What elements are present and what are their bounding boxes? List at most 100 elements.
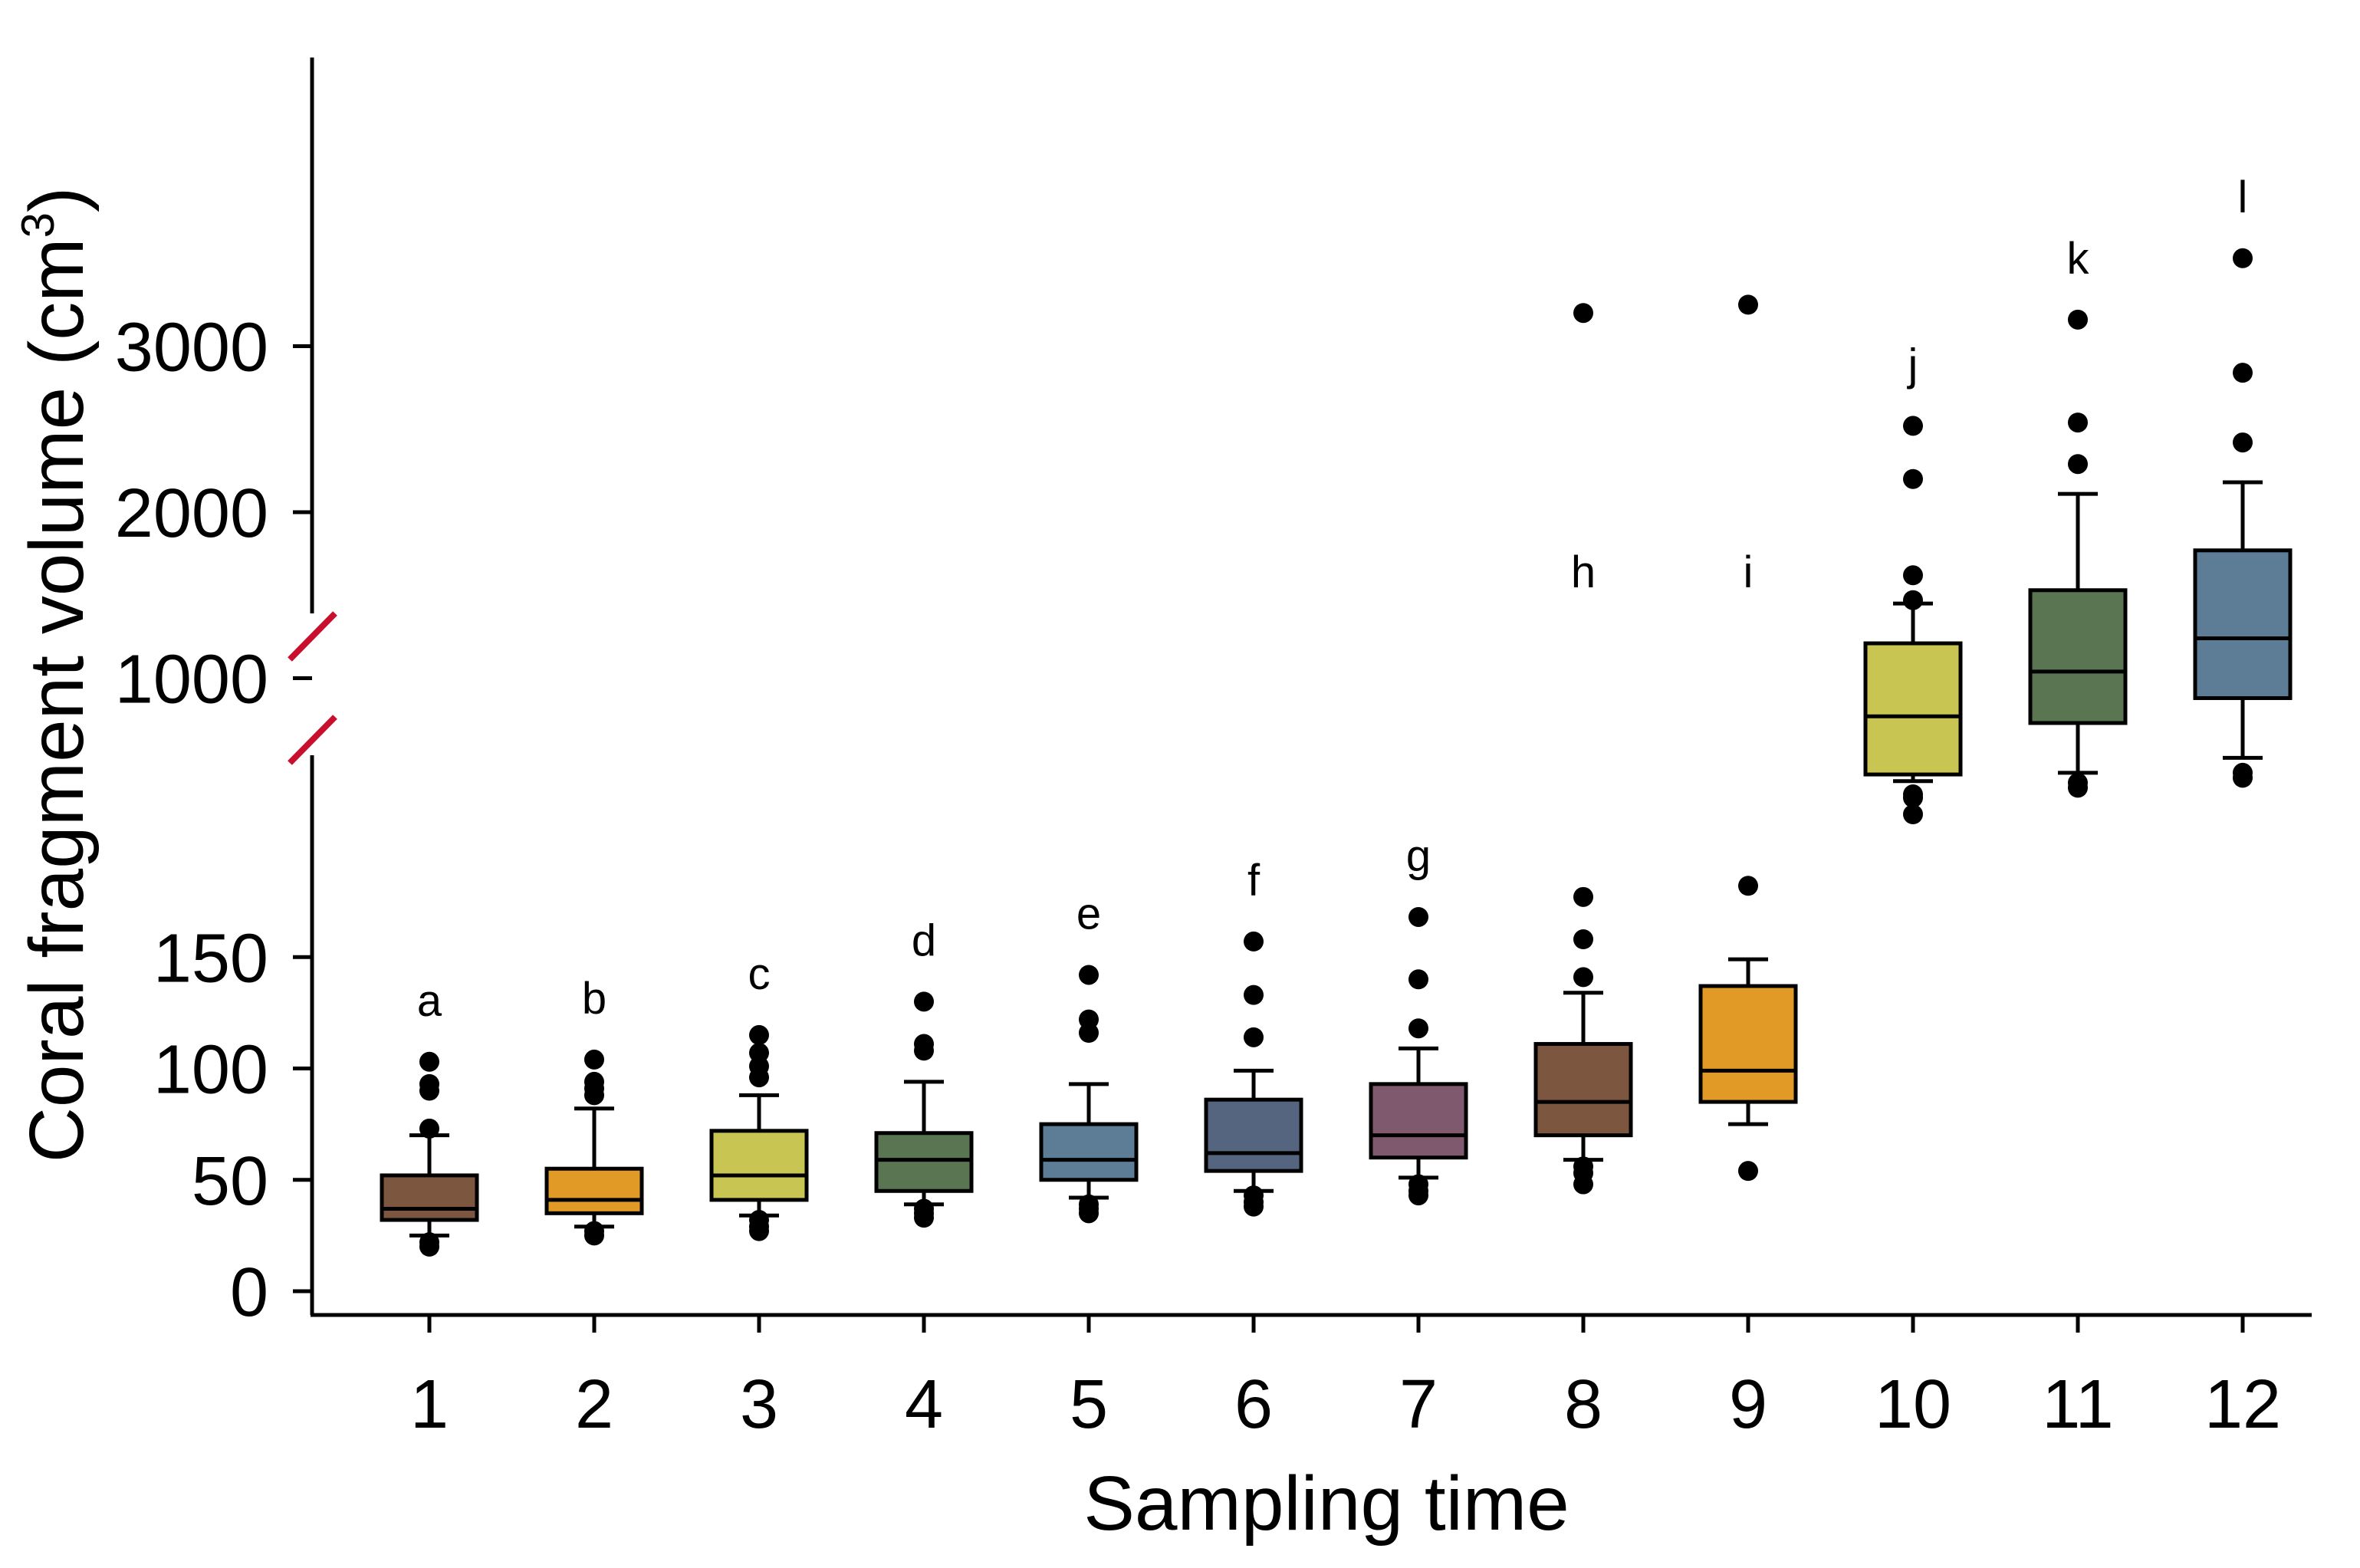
box-iqr bbox=[1533, 1042, 1633, 1138]
axis-break-mark-lower bbox=[288, 715, 337, 765]
x-tick-label: 5 bbox=[1070, 1366, 1108, 1443]
outlier-point bbox=[2233, 363, 2253, 383]
box-group-8: h bbox=[1533, 303, 1633, 1195]
y-tick-label: 100 bbox=[153, 1032, 268, 1109]
outlier-point bbox=[1408, 1018, 1428, 1039]
x-tick-label: 11 bbox=[2042, 1366, 2113, 1443]
outlier-point bbox=[1244, 1185, 1264, 1206]
outlier-point bbox=[749, 1210, 769, 1231]
outlier-point bbox=[1903, 784, 1923, 805]
outlier-point bbox=[1573, 1156, 1593, 1177]
outlier-point bbox=[914, 1198, 934, 1219]
box-group-11: k bbox=[2028, 234, 2128, 798]
outlier-point bbox=[419, 1232, 439, 1253]
axes bbox=[288, 58, 2312, 1317]
outlier-point bbox=[419, 1118, 439, 1139]
x-tick-label: 4 bbox=[905, 1366, 943, 1443]
outlier-point bbox=[1244, 985, 1264, 1005]
outlier-point bbox=[1408, 969, 1428, 990]
significance-letter: b bbox=[582, 974, 606, 1024]
outlier-point bbox=[419, 1051, 439, 1072]
outlier-point bbox=[1244, 931, 1264, 952]
x-tick-label: 9 bbox=[1729, 1366, 1767, 1443]
outlier-point bbox=[1738, 1161, 1758, 1182]
outlier-point bbox=[419, 1073, 439, 1094]
box-iqr bbox=[544, 1166, 644, 1215]
outlier-point bbox=[1903, 468, 1923, 489]
significance-letter: f bbox=[1247, 856, 1261, 906]
significance-letter: l bbox=[2238, 173, 2248, 222]
outlier-point bbox=[2068, 309, 2088, 330]
outlier-point bbox=[1903, 416, 1923, 436]
significance-letter: c bbox=[748, 949, 771, 999]
outlier-point bbox=[1738, 294, 1758, 315]
box-iqr bbox=[874, 1131, 974, 1193]
box-iqr bbox=[1369, 1082, 1468, 1160]
y-axis-title: Coral fragment volume (cm3) bbox=[12, 187, 100, 1163]
box-group-2: b bbox=[544, 974, 644, 1246]
outlier-point bbox=[1903, 804, 1923, 825]
outlier-point bbox=[2233, 248, 2253, 268]
box-group-12: l bbox=[2193, 173, 2293, 788]
box-iqr bbox=[709, 1129, 809, 1202]
boxes: a b c d e f g h i j k l bbox=[380, 173, 2293, 1257]
significance-letter: a bbox=[417, 976, 442, 1026]
x-tick-label: 7 bbox=[1399, 1366, 1438, 1443]
significance-letter: k bbox=[2067, 234, 2090, 284]
x-axis-title: Sampling time bbox=[1083, 1461, 1569, 1547]
y-axis-title-superscript: 3 bbox=[12, 212, 64, 238]
box-group-6: f bbox=[1204, 856, 1303, 1217]
outlier-point bbox=[1079, 1009, 1099, 1030]
outlier-point bbox=[584, 1221, 604, 1241]
x-tick-label: 3 bbox=[740, 1366, 778, 1443]
y-tick-label: 2000 bbox=[115, 475, 268, 552]
y-tick-label: 1000 bbox=[115, 642, 268, 718]
y-tick-label: 0 bbox=[230, 1254, 268, 1331]
box-group-5: e bbox=[1039, 889, 1139, 1224]
outlier-point bbox=[1244, 1027, 1264, 1047]
x-tick-label: 2 bbox=[575, 1366, 613, 1443]
box-iqr bbox=[1204, 1097, 1303, 1173]
outlier-point bbox=[914, 991, 934, 1012]
outlier-point bbox=[1573, 886, 1593, 907]
outlier-point bbox=[2233, 762, 2253, 783]
outlier-point bbox=[749, 1024, 769, 1045]
box-iqr bbox=[2028, 588, 2128, 725]
outlier-point bbox=[1573, 929, 1593, 950]
y-axis-title-text: Coral fragment volume (cm bbox=[14, 238, 100, 1162]
outlier-point bbox=[1903, 565, 1923, 586]
y-tick-label: 50 bbox=[192, 1143, 268, 1220]
outlier-point bbox=[1573, 967, 1593, 988]
outlier-point bbox=[1903, 590, 1923, 610]
x-tick-label: 8 bbox=[1564, 1366, 1602, 1443]
significance-letter: e bbox=[1076, 889, 1101, 938]
outlier-point bbox=[749, 1043, 769, 1063]
y-axis-title-close: ) bbox=[14, 187, 100, 212]
box-group-1: a bbox=[380, 976, 479, 1257]
significance-letter: g bbox=[1406, 831, 1431, 881]
outlier-point bbox=[2068, 454, 2088, 475]
outlier-point bbox=[1408, 906, 1428, 927]
box-iqr bbox=[1863, 641, 1963, 777]
y-tick-label: 3000 bbox=[115, 310, 268, 386]
axis-break-mark-upper bbox=[288, 611, 337, 662]
significance-letter: d bbox=[912, 915, 936, 965]
outlier-point bbox=[584, 1071, 604, 1092]
box-group-3: c bbox=[709, 949, 809, 1241]
outlier-point bbox=[914, 1034, 934, 1054]
box-iqr bbox=[1039, 1122, 1139, 1182]
box-group-4: d bbox=[874, 915, 974, 1228]
box-iqr bbox=[2193, 548, 2293, 700]
outlier-point bbox=[1573, 303, 1593, 324]
outlier-point bbox=[2068, 772, 2088, 793]
box-iqr bbox=[380, 1173, 479, 1222]
box-iqr bbox=[1698, 984, 1798, 1104]
outlier-point bbox=[2233, 432, 2253, 453]
significance-letter: i bbox=[1744, 547, 1754, 597]
outlier-point bbox=[1408, 1174, 1428, 1195]
significance-letter: j bbox=[1907, 340, 1918, 390]
outlier-point bbox=[1079, 965, 1099, 985]
